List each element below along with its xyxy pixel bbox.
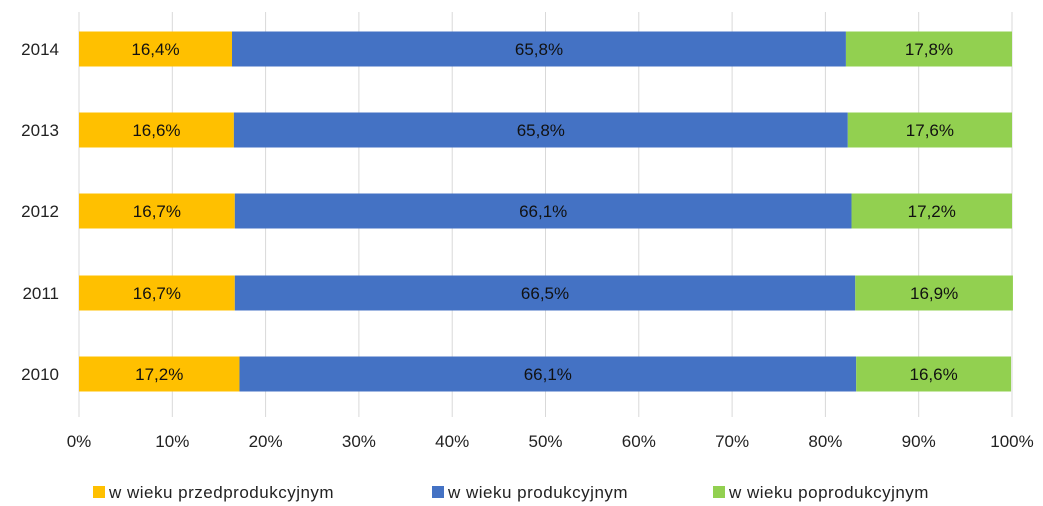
bar-segment <box>232 31 846 67</box>
data-label: 16,7% <box>133 202 181 221</box>
x-tick-label: 10% <box>155 432 189 451</box>
data-label: 66,5% <box>521 284 569 303</box>
data-label: 16,6% <box>910 365 958 384</box>
data-label: 16,4% <box>131 40 179 59</box>
data-label: 17,8% <box>905 40 953 59</box>
category-label: 2012 <box>21 202 59 221</box>
bar-segment <box>855 275 1013 311</box>
bar-segment <box>856 356 1012 392</box>
bar-segment <box>79 31 233 67</box>
data-label: 17,6% <box>906 121 954 140</box>
bar-segment <box>79 356 240 392</box>
data-label: 66,1% <box>524 365 572 384</box>
data-label: 17,2% <box>908 202 956 221</box>
category-label: 2011 <box>22 284 59 303</box>
x-tick-label: 100% <box>990 432 1033 451</box>
category-label: 2014 <box>21 40 59 59</box>
bar-segment <box>845 31 1012 67</box>
bars <box>79 31 1013 392</box>
x-tick-label: 60% <box>622 432 656 451</box>
x-tick-label: 40% <box>435 432 469 451</box>
data-label: 65,8% <box>517 121 565 140</box>
legend-label: w wieku produkcyjnym <box>447 483 628 502</box>
x-tick-label: 20% <box>249 432 283 451</box>
data-label: 16,7% <box>133 284 181 303</box>
category-label: 2013 <box>21 121 59 140</box>
bar-segment <box>79 275 235 311</box>
legend-label: w wieku poprodukcyjnym <box>728 483 929 502</box>
x-tick-label: 0% <box>67 432 92 451</box>
legend-swatch <box>93 486 105 498</box>
x-tick-label: 30% <box>342 432 376 451</box>
bar-segment <box>847 112 1012 148</box>
category-label: 2010 <box>21 365 59 384</box>
data-labels: 16,4% 65,8% 17,8% 16,6% 65,8% 17,6% 16,7% 66,1%… <box>131 40 958 384</box>
legend: w wieku przedprodukcyjnym w wieku produkc… <box>93 483 929 502</box>
data-label: 17,2% <box>135 365 183 384</box>
bar-segment <box>233 112 848 148</box>
bar-segment <box>851 193 1012 229</box>
x-tick-label: 50% <box>528 432 562 451</box>
x-tick-label: 70% <box>715 432 749 451</box>
bar-segment <box>234 275 856 311</box>
x-axis-tick-labels: 0% 10% 20% 30% 40% 50% 60% 70% 80% 90% 100% <box>67 432 1034 451</box>
bar-segment <box>79 193 235 229</box>
legend-swatch <box>432 486 444 498</box>
data-label: 66,1% <box>519 202 567 221</box>
legend-swatch <box>713 486 725 498</box>
bar-segment <box>239 356 857 392</box>
bar-segment <box>79 112 234 148</box>
data-label: 65,8% <box>515 40 563 59</box>
x-tick-label: 80% <box>808 432 842 451</box>
data-label: 16,6% <box>132 121 180 140</box>
x-tick-label: 90% <box>902 432 936 451</box>
category-labels: 2014 2013 2012 2011 2010 <box>21 40 59 384</box>
data-label: 16,9% <box>910 284 958 303</box>
bar-segment <box>234 193 852 229</box>
legend-label: w wieku przedprodukcyjnym <box>108 483 334 502</box>
